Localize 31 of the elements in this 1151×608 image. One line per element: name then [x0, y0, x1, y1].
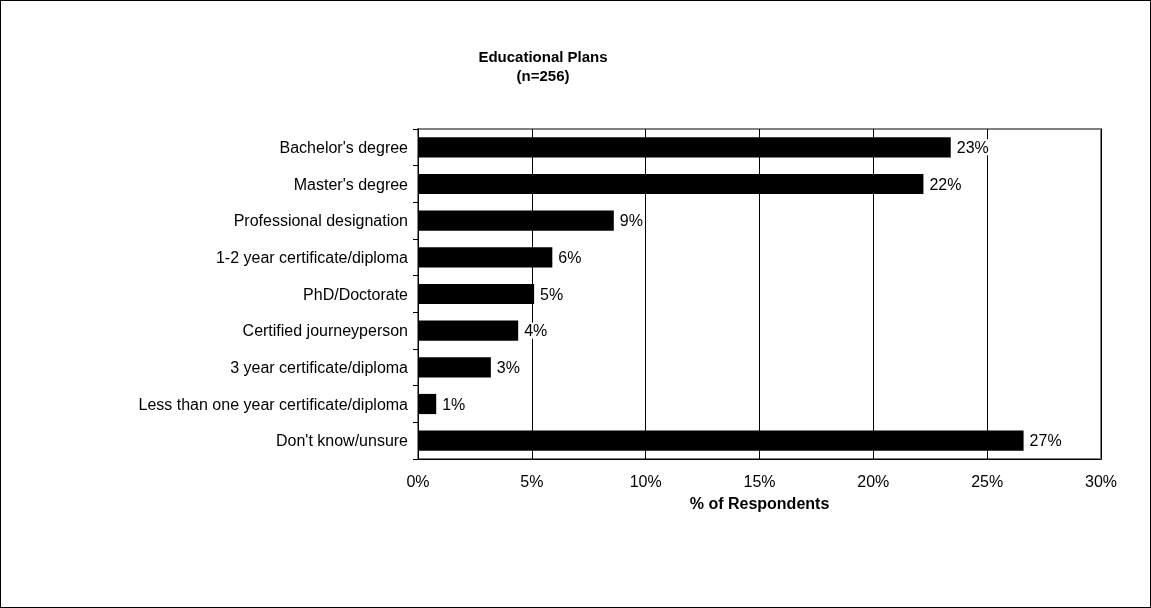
data-label: 4% [524, 322, 548, 340]
y-tick-label: Bachelor's degree [279, 138, 409, 156]
y-tick-label: 1-2 year certificate/diploma [215, 248, 409, 266]
data-label: 23% [956, 138, 989, 156]
x-tick-label: 20% [857, 472, 890, 490]
x-tick-label: 10% [629, 472, 662, 490]
x-tick-label: 30% [1084, 472, 1118, 490]
data-label: 9% [619, 212, 643, 230]
y-tick-label: Professional designation [233, 212, 408, 230]
bar [418, 320, 519, 341]
y-tick-label: Master's degree [293, 175, 409, 193]
chart-subtitle: (n=256) [516, 67, 570, 84]
y-tick-label: 3 year certificate/diploma [230, 358, 409, 376]
x-tick-label: 15% [743, 472, 776, 490]
bar [418, 357, 491, 378]
data-label: 3% [496, 358, 520, 376]
data-label: 5% [540, 285, 564, 303]
x-tick-label: 5% [520, 472, 544, 490]
data-label: 1% [442, 395, 466, 413]
y-tick-label: Don't know/unsure [275, 432, 409, 450]
data-label: 27% [1029, 432, 1062, 450]
bar [418, 393, 437, 415]
chart-title: Educational Plans [478, 48, 608, 65]
x-tick-label: 25% [971, 472, 1004, 490]
data-label: 22% [929, 175, 962, 193]
y-tick-label: Certified journeyperson [242, 322, 408, 340]
y-tick-label: PhD/Doctorate [303, 285, 409, 303]
x-tick-label: 0% [406, 472, 430, 490]
x-axis-title: % of Respondents [689, 494, 830, 512]
data-label: 6% [558, 248, 582, 266]
y-tick-label: Less than one year certificate/diploma [138, 395, 409, 413]
